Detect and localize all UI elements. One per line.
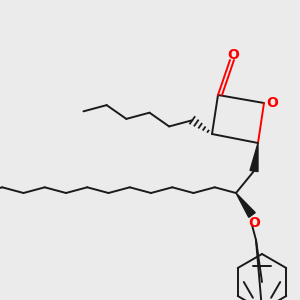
Polygon shape <box>250 143 258 172</box>
Polygon shape <box>236 193 255 218</box>
Text: O: O <box>227 48 239 62</box>
Text: O: O <box>266 96 278 110</box>
Text: O: O <box>248 216 260 230</box>
